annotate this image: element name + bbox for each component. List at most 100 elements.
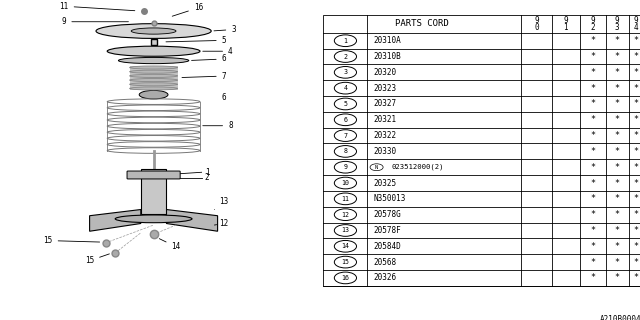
Text: 5: 5 (344, 101, 348, 107)
Text: *: * (614, 131, 620, 140)
Text: *: * (590, 84, 595, 93)
Text: 15: 15 (341, 259, 349, 265)
Text: 16: 16 (341, 275, 349, 281)
Text: 11: 11 (341, 196, 349, 202)
Text: N: N (375, 165, 378, 170)
Text: *: * (590, 36, 595, 45)
Text: N350013: N350013 (373, 194, 406, 203)
Text: 20578F: 20578F (373, 226, 401, 235)
Text: *: * (634, 36, 639, 45)
Text: *: * (590, 242, 595, 251)
Text: 2: 2 (590, 23, 595, 32)
Text: 10: 10 (341, 180, 349, 186)
Text: *: * (614, 52, 620, 61)
Text: A210B00047: A210B00047 (600, 315, 640, 320)
Text: 4: 4 (634, 23, 638, 32)
Text: 11: 11 (60, 2, 135, 11)
Polygon shape (90, 210, 141, 231)
Text: 5: 5 (166, 36, 227, 45)
Ellipse shape (129, 70, 178, 73)
Text: 9: 9 (61, 17, 129, 26)
Text: 20322: 20322 (373, 131, 396, 140)
Polygon shape (166, 210, 218, 231)
Text: *: * (590, 68, 595, 77)
Text: *: * (590, 258, 595, 267)
Ellipse shape (96, 24, 211, 38)
Ellipse shape (140, 91, 168, 99)
Text: 13: 13 (341, 228, 349, 234)
Text: 2: 2 (344, 53, 348, 60)
Text: *: * (590, 131, 595, 140)
Text: 8: 8 (344, 148, 348, 155)
Text: 7: 7 (182, 72, 227, 81)
Text: *: * (614, 194, 620, 203)
Text: *: * (614, 179, 620, 188)
Text: 12: 12 (214, 219, 228, 228)
Text: 20330: 20330 (373, 147, 396, 156)
Text: *: * (614, 68, 620, 77)
Text: 9: 9 (615, 16, 620, 25)
Ellipse shape (129, 74, 178, 77)
Text: *: * (590, 210, 595, 219)
Text: 9: 9 (344, 164, 348, 170)
Text: *: * (634, 100, 639, 108)
Text: 2: 2 (205, 173, 209, 182)
Text: *: * (634, 131, 639, 140)
Text: *: * (614, 36, 620, 45)
Ellipse shape (115, 215, 192, 223)
Text: *: * (590, 179, 595, 188)
Text: 6: 6 (191, 54, 227, 63)
Text: 9: 9 (563, 16, 568, 25)
Text: *: * (614, 226, 620, 235)
Ellipse shape (131, 28, 176, 34)
Text: *: * (614, 242, 620, 251)
Text: 20584D: 20584D (373, 242, 401, 251)
Text: *: * (634, 84, 639, 93)
Text: *: * (634, 147, 639, 156)
Text: 20310B: 20310B (373, 52, 401, 61)
Text: 7: 7 (344, 132, 348, 139)
Text: *: * (634, 258, 639, 267)
Text: 20323: 20323 (373, 84, 396, 93)
Text: *: * (634, 226, 639, 235)
Text: 13: 13 (214, 197, 228, 210)
Text: 4: 4 (344, 85, 348, 91)
Text: *: * (614, 258, 620, 267)
Ellipse shape (129, 66, 178, 69)
Text: 3: 3 (214, 25, 236, 34)
Text: *: * (590, 100, 595, 108)
Text: 20327: 20327 (373, 100, 396, 108)
Text: 1: 1 (205, 168, 209, 177)
Text: 20326: 20326 (373, 273, 396, 283)
Text: 20320: 20320 (373, 68, 396, 77)
Text: *: * (614, 84, 620, 93)
Text: *: * (590, 194, 595, 203)
Ellipse shape (129, 83, 178, 86)
Text: *: * (614, 147, 620, 156)
Text: *: * (590, 226, 595, 235)
Text: 3: 3 (344, 69, 348, 75)
Text: 0: 0 (534, 23, 539, 32)
Text: PARTS CORD: PARTS CORD (396, 19, 449, 28)
Text: 4: 4 (203, 47, 233, 56)
Text: 8: 8 (203, 121, 233, 130)
Text: 20578G: 20578G (373, 210, 401, 219)
Text: *: * (614, 163, 620, 172)
Text: *: * (590, 273, 595, 283)
Text: *: * (634, 194, 639, 203)
Ellipse shape (129, 78, 178, 82)
Text: *: * (590, 163, 595, 172)
Text: *: * (634, 115, 639, 124)
Ellipse shape (118, 57, 189, 64)
Ellipse shape (107, 46, 200, 56)
Text: 12: 12 (341, 212, 349, 218)
Text: *: * (614, 210, 620, 219)
Text: 20568: 20568 (373, 258, 396, 267)
Text: *: * (634, 242, 639, 251)
Text: *: * (614, 115, 620, 124)
Text: 6: 6 (221, 92, 227, 101)
Text: *: * (634, 210, 639, 219)
Text: 6: 6 (344, 117, 348, 123)
Text: 20321: 20321 (373, 115, 396, 124)
Text: 3: 3 (615, 23, 620, 32)
